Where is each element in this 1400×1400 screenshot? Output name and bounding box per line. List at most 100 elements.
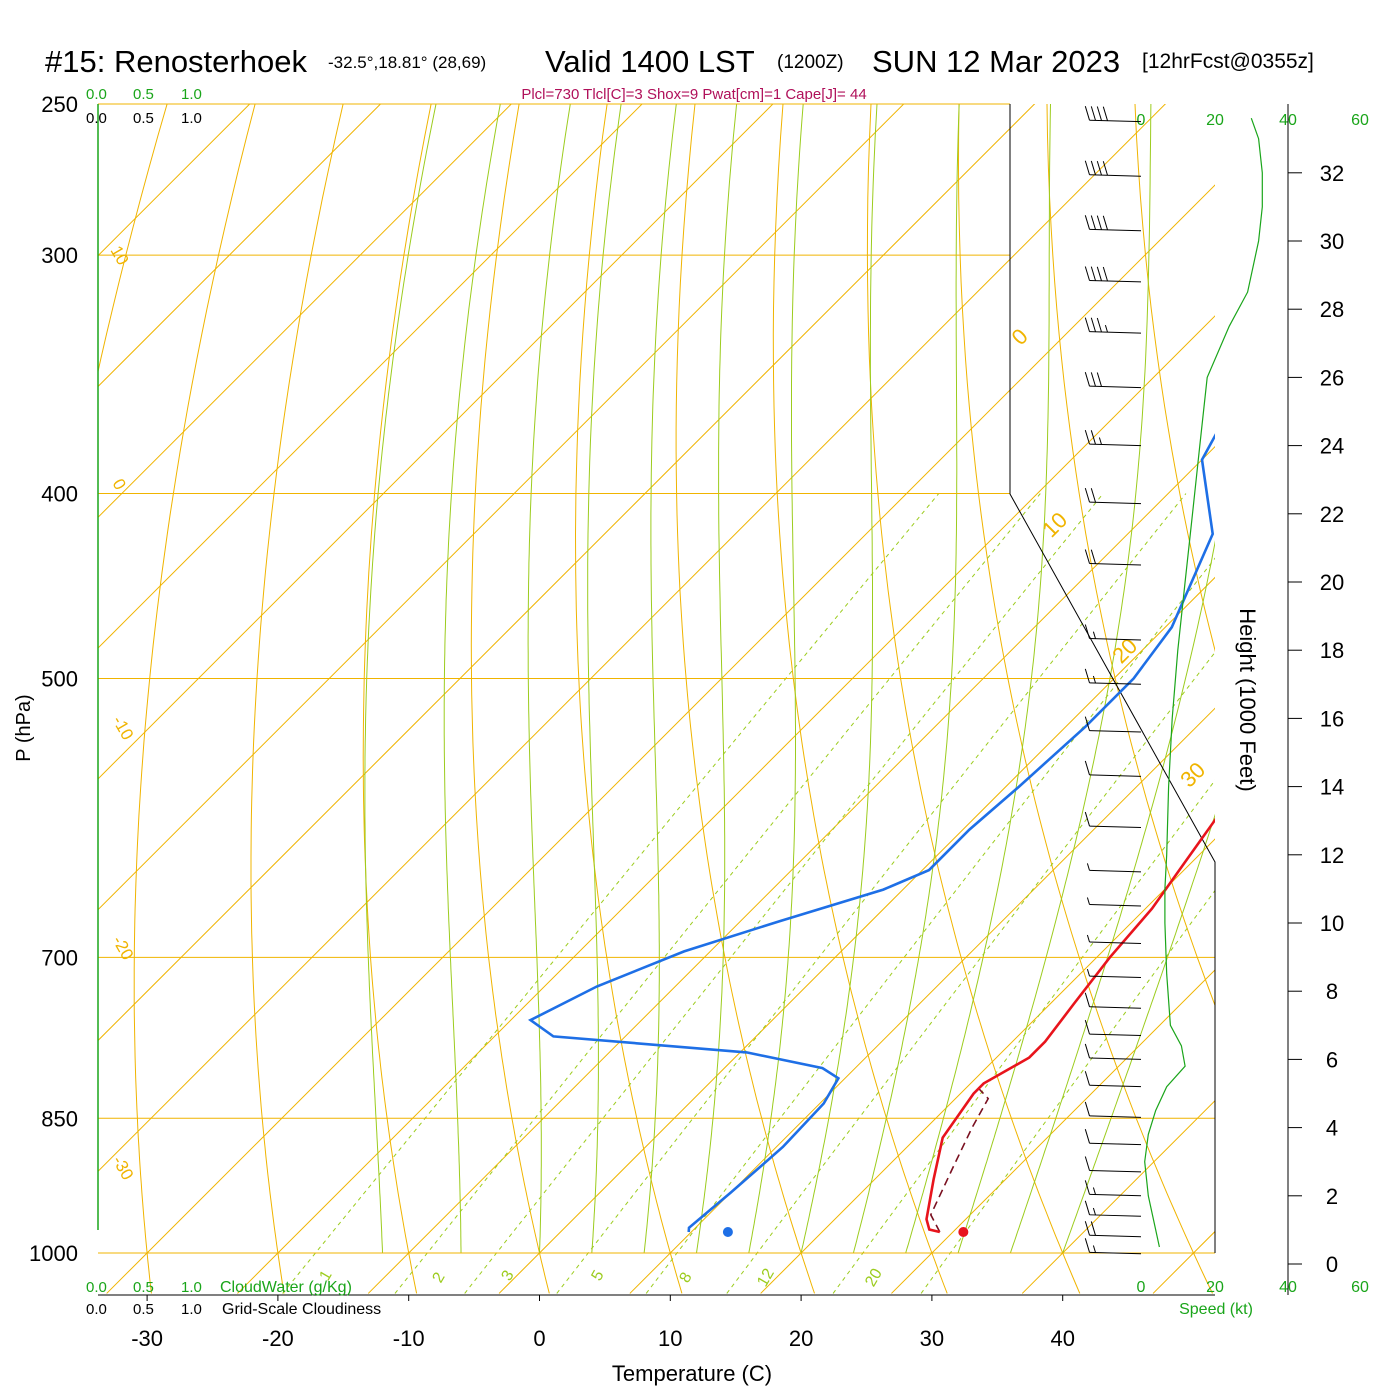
- wind-barb: [1084, 160, 1142, 177]
- svg-text:1.0: 1.0: [181, 1279, 202, 1296]
- isotherm-0: [498, 576, 1215, 1294]
- pressure-tick-labels: 250 300 400 500 700 850 1000: [29, 92, 78, 1266]
- wind-barb: [1086, 968, 1142, 979]
- forecast-date: SUN 12 Mar 2023: [872, 44, 1120, 79]
- mixing-ratio-12: [726, 651, 1215, 1294]
- wind-barbs: [1084, 106, 1142, 1255]
- dewpoint-line: [527, 433, 1215, 1233]
- pressure-tick: 500: [41, 667, 78, 692]
- wind-barb: [1084, 1101, 1142, 1118]
- isotherm-label: -10: [109, 713, 138, 744]
- height-tick: 22: [1320, 502, 1344, 527]
- mixing-ratio-8: [645, 557, 1215, 1294]
- moist-adiabat-8: [643, 104, 677, 1254]
- moist-adiabat-lines: [364, 104, 1215, 1254]
- wind-barb: [1084, 1043, 1142, 1060]
- pressure-tick: 700: [41, 945, 78, 970]
- dry-adiabat-label: 30: [1175, 757, 1210, 792]
- dry-adiabat--40: [98, 104, 168, 374]
- mixing-ratio-2: [394, 493, 1041, 1294]
- wind-barb: [1084, 811, 1142, 829]
- pressure-tick: 250: [41, 92, 78, 117]
- mixing-ratio-label: 3: [499, 1268, 518, 1284]
- height-tick: 26: [1320, 365, 1344, 390]
- moist-adiabat-12: [696, 104, 738, 1254]
- svg-text:20: 20: [1206, 1279, 1224, 1296]
- dry-adiabat-60: [1046, 104, 1215, 1007]
- wind-barb: [1084, 1238, 1142, 1255]
- isotherm-30: [891, 969, 1215, 1294]
- dry-adiabat-40: [866, 104, 1081, 1294]
- height-tick: 14: [1320, 775, 1344, 800]
- wind-speed-profile: [1144, 117, 1263, 1248]
- moist-adiabat--6: [443, 104, 501, 1253]
- surface-temperature-point: [958, 1227, 969, 1238]
- temperature-tick: -10: [393, 1326, 425, 1351]
- wind-barb: [1084, 1156, 1142, 1173]
- dry-adiabat-lines: [98, 0, 1400, 1294]
- mixing-ratio-lines: [282, 493, 1215, 1294]
- svg-text:0: 0: [1137, 1279, 1146, 1296]
- dry-adiabat-50: [957, 104, 1213, 1294]
- moist-adiabat-4: [587, 104, 622, 1254]
- wind-barb: [1084, 668, 1142, 685]
- zulu-time: (1200Z): [777, 52, 844, 73]
- dry-adiabat-70: [1134, 104, 1215, 653]
- cloud-scale-top: 0.0 0.5 1.0 0.0 0.5 1.0: [86, 86, 202, 127]
- wind-barb: [1084, 1200, 1142, 1217]
- isotherm--70: [98, 104, 774, 780]
- isotherm--20: [237, 315, 1215, 1294]
- wind-barb: [1086, 863, 1142, 873]
- wind-barb: [1084, 624, 1142, 641]
- moist-adiabat-24: [852, 104, 960, 1254]
- svg-text:40: 40: [1279, 112, 1297, 129]
- mixing-ratio-5: [556, 493, 1187, 1294]
- svg-text:60: 60: [1351, 112, 1369, 129]
- isotherm-50: [1152, 1230, 1215, 1294]
- dry-adiabat-0: [470, 104, 550, 1294]
- wind-barb: [1084, 760, 1142, 777]
- height-tick: 24: [1320, 434, 1344, 459]
- height-tick: 0: [1326, 1252, 1338, 1277]
- parcel-line: [929, 1087, 990, 1233]
- wind-barb: [1086, 897, 1142, 907]
- dry-adiabat--30: [133, 104, 256, 1294]
- wind-barb: [1084, 372, 1142, 389]
- wind-speed-scale-bottom: 0 20 40 60 Speed (kt): [1137, 1279, 1369, 1318]
- dry-adiabat-90: [1298, 0, 1400, 1293]
- isotherm-label: 0: [109, 476, 130, 494]
- station-coords: -32.5°,18.81° (28,69): [328, 53, 486, 72]
- svg-text:20: 20: [1206, 112, 1224, 129]
- svg-text:0.0: 0.0: [86, 110, 107, 127]
- plot-right-boundary: [1009, 104, 1216, 1253]
- wind-barb: [1084, 266, 1142, 283]
- wind-barb: [1084, 215, 1142, 232]
- moist-adiabat-20: [800, 104, 878, 1254]
- height-tick: 10: [1320, 911, 1344, 936]
- wind-barb: [1084, 487, 1142, 505]
- height-tick: 30: [1320, 229, 1344, 254]
- temperature-tick-labels: -30 -20 -10 0 10 20 30 40: [131, 1295, 1075, 1351]
- moist-adiabat-0: [527, 104, 571, 1254]
- isotherm-10: [629, 707, 1215, 1294]
- height-tick: 32: [1320, 161, 1344, 186]
- svg-text:1.0: 1.0: [181, 110, 202, 127]
- temperature-tick: 10: [658, 1326, 682, 1351]
- isotherm--100: [98, 104, 382, 388]
- svg-text:1.0: 1.0: [181, 1301, 202, 1318]
- station-title: #15: Renosterhoek: [45, 44, 307, 79]
- dry-adiabat-100: [1381, 0, 1400, 1293]
- y-axis-label: P (hPa): [13, 694, 35, 761]
- temperature-tick: 30: [920, 1326, 944, 1351]
- svg-text:0.5: 0.5: [133, 1279, 154, 1296]
- isotherm--60: [98, 104, 905, 911]
- temperature-tick: 0: [533, 1326, 545, 1351]
- mixing-ratio-30: [920, 889, 1215, 1294]
- cloudwater-label: CloudWater (g/Kg): [220, 1279, 352, 1296]
- isotherm-label: -20: [109, 933, 138, 964]
- svg-text:0.5: 0.5: [133, 1301, 154, 1318]
- height-tick: 28: [1320, 297, 1344, 322]
- svg-text:60: 60: [1351, 1279, 1369, 1296]
- svg-text:1.0: 1.0: [181, 86, 202, 103]
